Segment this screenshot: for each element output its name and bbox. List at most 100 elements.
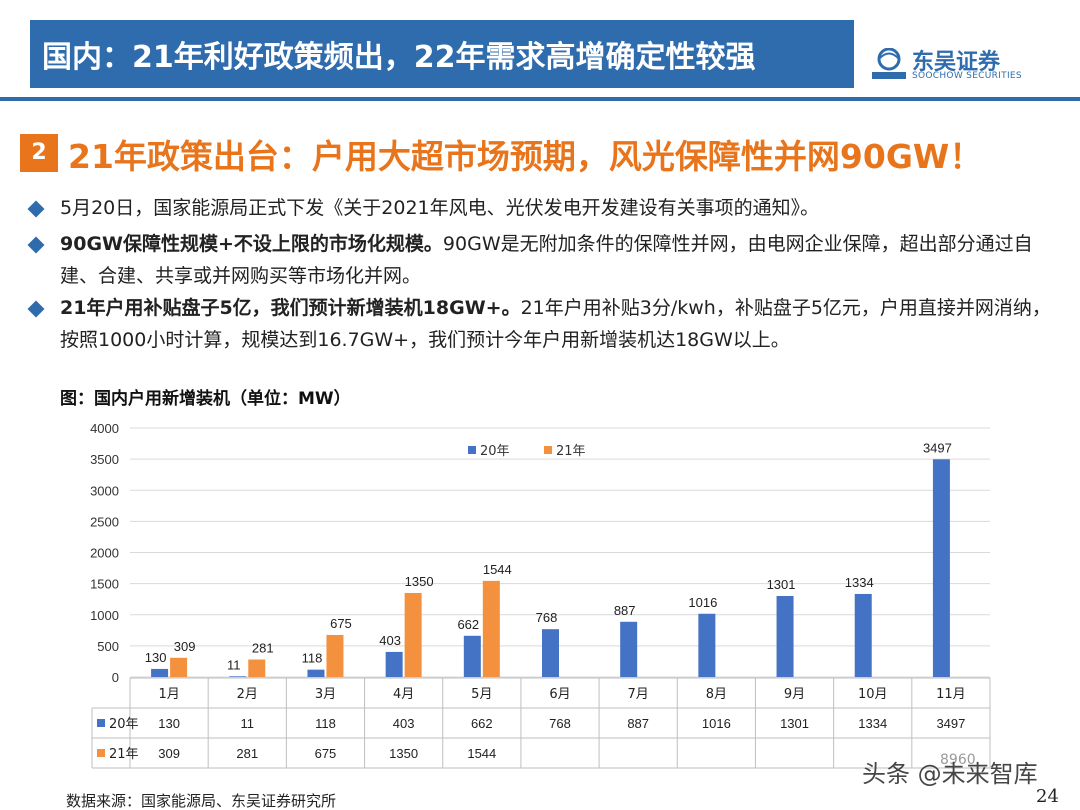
legend-swatch [468,446,476,454]
diamond-bullet-icon [27,236,45,254]
table-cell: 1334 [858,716,887,731]
header-bar: 国内：21年利好政策频出，22年需求高增确定性较强 东吴证券 SOOCHOW S… [0,0,1080,101]
brand-logo-icon [872,48,906,79]
bar-series1 [932,459,950,677]
bar-series1 [854,593,872,677]
header-divider [0,97,1080,101]
bar-series1 [698,613,716,677]
y-tick-label: 1000 [90,608,119,623]
legend-swatch [544,446,552,454]
table-legend-swatch [97,749,105,757]
bar-series1 [229,676,247,677]
table-cell: 1350 [389,746,418,761]
data-label: 1350 [405,574,434,589]
y-tick-label: 3500 [90,452,119,467]
page-title: 国内：21年利好政策频出，22年需求高增确定性较强 [42,40,756,75]
diamond-bullet-icon [27,300,45,318]
bullet-bold: 90GW保障性规模+不设上限的市场化规模。 [60,233,443,255]
bullet-body: 5月20日，国家能源局正式下发《关于2021年风电、光伏发电开发建设有关事项的通… [60,197,820,219]
table-cell: 281 [236,746,258,761]
x-tick-label: 1月 [158,687,179,702]
legend-label: 20年 [480,444,510,459]
bullet-bold: 21年户用补贴盘子5亿，我们预计新增装机18GW+。 [60,297,521,319]
bullet-text: 21年户用补贴盘子5亿，我们预计新增装机18GW+。21年户用补贴3分/kwh，… [60,292,1060,356]
table-series-label: 20年 [109,717,139,732]
x-tick-label: 2月 [237,687,258,702]
x-tick-label: 5月 [471,687,492,702]
legend-label: 21年 [556,444,586,459]
bullet-text: 90GW保障性规模+不设上限的市场化规模。90GW是无附加条件的保障性并网，由电… [60,228,1060,292]
section-number-badge: 2 [20,134,58,172]
y-tick-label: 500 [97,639,119,654]
bar-series1 [620,621,638,677]
table-cell: 403 [393,716,415,731]
header-title-box: 国内：21年利好政策频出，22年需求高增确定性较强 [30,20,854,88]
bar-series1 [776,596,794,677]
page-number: 24 [1036,786,1059,807]
table-cell: 675 [315,746,337,761]
brand-name-cn: 东吴证券 [912,50,1001,75]
bullet-text: 5月20日，国家能源局正式下发《关于2021年风电、光伏发电开发建设有关事项的通… [60,192,1060,224]
watermark: 头条 @未来智库 [862,760,1038,788]
y-tick-label: 1500 [90,577,119,592]
table-cell: 1544 [467,746,496,761]
figure-title: 图：国内户用新增装机（单位：MW） [60,389,351,409]
table-cell: 130 [158,716,180,731]
table-cell: 1016 [702,716,731,731]
watermark-small: 8960 [940,752,976,768]
section-title: 21年政策出台：户用大超市场预期，风光保障性并网90GW！ [68,137,983,176]
data-label: 403 [379,633,401,648]
x-tick-label: 4月 [393,687,414,702]
table-cell: 887 [627,716,649,731]
data-source: 数据来源：国家能源局、东吴证券研究所 [66,792,337,810]
data-label: 1544 [483,562,512,577]
x-tick-label: 3月 [315,687,336,702]
x-tick-label: 11月 [936,687,966,702]
bullet-body: 21年户用补贴3分/kwh，补贴盘子5亿元，户用直接并网消纳，按照1000小时计… [60,297,1051,351]
bar-series1 [307,669,325,677]
bullet-body: 90GW是无附加条件的保障性并网，由电网企业保障，超出部分通过自建、合建、共享或… [60,233,1033,287]
x-tick-label: 9月 [784,687,805,702]
x-tick-label: 6月 [549,687,570,702]
data-label: 887 [614,603,636,618]
data-label: 675 [330,616,352,631]
table-cell: 309 [158,746,180,761]
bar-series1 [151,668,169,677]
data-label: 1016 [688,595,717,610]
data-label: 1334 [845,575,874,590]
brand-logo: 东吴证券 SOOCHOW SECURITIES [872,44,1042,90]
table-cell: 3497 [936,716,965,731]
table-cell: 768 [549,716,571,731]
y-tick-label: 4000 [90,421,119,436]
bar-series2 [170,657,188,677]
data-label: 281 [252,641,274,656]
data-label: 1301 [767,577,796,592]
bar-series2 [482,580,500,677]
y-tick-label: 2000 [90,546,119,561]
y-tick-label: 3000 [90,483,119,498]
table-cell: 11 [241,716,255,731]
brand-name-en: SOOCHOW SECURITIES [912,71,1022,81]
data-label: 662 [457,617,479,632]
y-tick-label: 0 [112,670,119,685]
y-tick-label: 2500 [90,514,119,529]
data-label: 11 [227,657,241,672]
data-label: 309 [174,639,196,654]
x-tick-label: 8月 [706,687,727,702]
bar-series1 [463,635,481,677]
bar-series1 [542,629,559,677]
bar-series2 [326,634,344,677]
data-label: 118 [302,651,323,666]
diamond-bullet-icon [27,200,45,218]
table-series-label: 21年 [109,747,139,762]
table-cell: 1301 [780,716,809,731]
table-legend-swatch [97,719,105,727]
bar-series2 [404,592,422,677]
bar-series1 [385,651,403,677]
x-tick-label: 7月 [628,687,649,702]
data-label: 768 [536,610,558,625]
table-cell: 662 [471,716,493,731]
x-tick-label: 10月 [858,687,888,702]
data-label: 130 [145,650,167,665]
